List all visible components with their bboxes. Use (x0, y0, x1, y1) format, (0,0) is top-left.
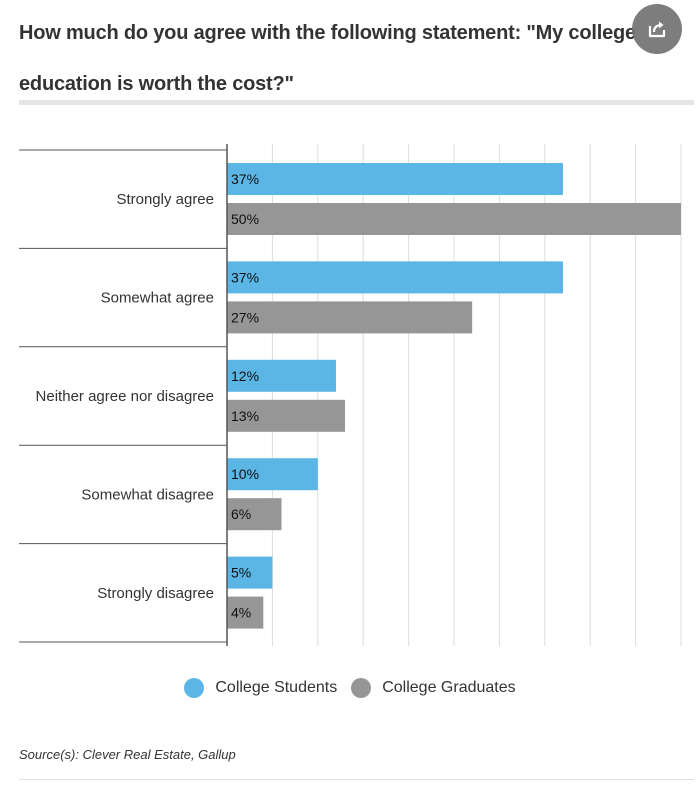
bar (227, 596, 264, 629)
footer-divider (19, 779, 694, 780)
legend-item-graduates[interactable]: College Graduates (351, 678, 516, 698)
bar-value-label: 13% (231, 408, 259, 424)
bar (227, 359, 336, 392)
category-label: Somewhat disagree (81, 486, 214, 503)
bar (227, 458, 318, 491)
bar-value-label: 12% (231, 368, 259, 384)
share-icon (648, 21, 666, 38)
category-label: Somewhat agree (101, 290, 214, 307)
bar-value-label: 6% (231, 506, 251, 522)
legend-swatch-students (184, 678, 205, 698)
legend-swatch-graduates (351, 678, 372, 698)
source-note: Source(s): Clever Real Estate, Gallup (19, 747, 236, 762)
legend-label-graduates: College Graduates (382, 679, 516, 696)
title-divider (19, 100, 694, 105)
bar-value-label: 37% (231, 171, 259, 187)
bar-value-label: 50% (231, 211, 259, 227)
bar (227, 399, 346, 432)
chart-title: How much do you agree with the following… (19, 22, 636, 95)
bar-value-label: 27% (231, 309, 259, 325)
legend-label-students: College Students (215, 679, 338, 696)
bar (227, 203, 681, 235)
legend: College Students College Graduates (0, 678, 700, 698)
category-label: Strongly agree (116, 191, 214, 208)
bar (227, 556, 273, 589)
legend-item-students[interactable]: College Students (184, 678, 337, 698)
category-label: Strongly disagree (97, 585, 214, 602)
bar-chart: Strongly agree 37% 50% Somewhat agree 37% 27%… (19, 144, 682, 646)
category-label: Neither agree nor disagree (36, 388, 214, 405)
bar (227, 498, 282, 531)
bar-value-label: 4% (231, 605, 251, 621)
bar-value-label: 5% (231, 565, 251, 581)
bar-value-label: 37% (231, 269, 259, 285)
bar (227, 163, 563, 195)
bar (227, 261, 563, 294)
bar (227, 301, 473, 334)
bar-value-label: 10% (231, 466, 259, 482)
share-button[interactable] (632, 4, 682, 54)
